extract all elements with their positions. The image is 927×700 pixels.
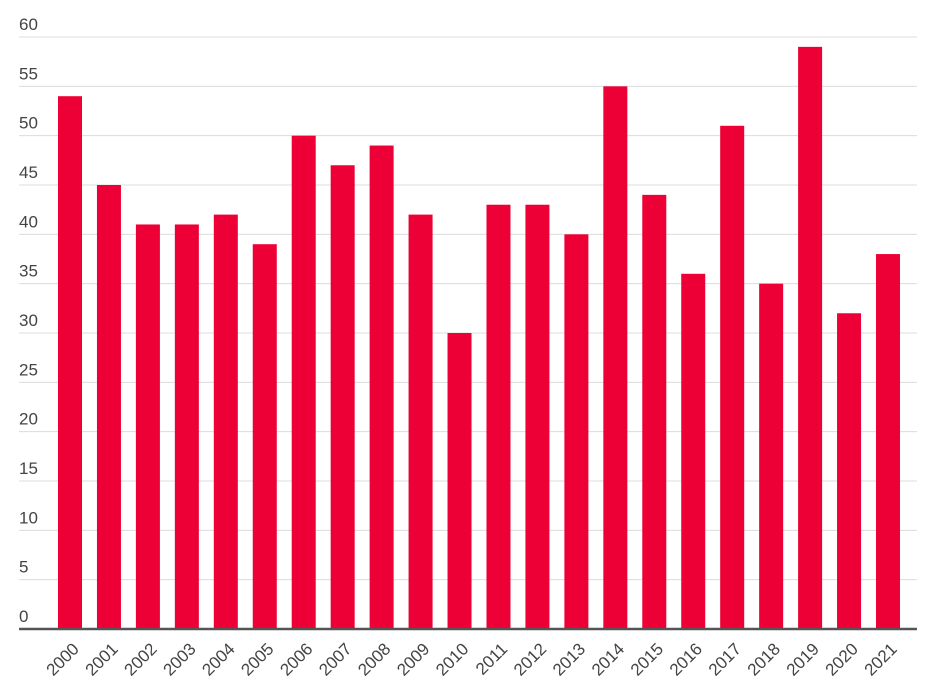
x-tick-label: 2016 xyxy=(666,639,706,679)
bar-2020 xyxy=(837,313,862,629)
x-tick-label: 2005 xyxy=(237,639,277,679)
bar-2006 xyxy=(291,135,316,629)
bar-2012 xyxy=(525,204,550,629)
bar-2008 xyxy=(369,145,394,630)
bar-2016 xyxy=(681,273,706,629)
y-tick-label: 55 xyxy=(19,64,38,83)
y-tick-label: 45 xyxy=(19,163,38,182)
bar-2011 xyxy=(486,204,511,629)
x-tick-label: 2013 xyxy=(549,639,589,679)
x-tick-label: 2009 xyxy=(393,639,433,679)
bar-2003 xyxy=(174,224,199,629)
bar-2018 xyxy=(759,283,784,629)
bars xyxy=(58,46,900,630)
y-axis-labels: 0 5 10 15 20 25 30 35 40 45 50 55 60 xyxy=(19,15,38,626)
x-tick-label: 2008 xyxy=(354,639,394,679)
x-tick-label: 2014 xyxy=(588,639,628,679)
x-tick-label: 2001 xyxy=(82,639,122,679)
x-tick-label: 2020 xyxy=(822,639,862,679)
bar-2009 xyxy=(408,214,433,629)
x-tick-label: 2003 xyxy=(160,639,200,679)
bar-2015 xyxy=(642,194,667,629)
bar-2001 xyxy=(96,185,121,629)
x-tick-label: 2004 xyxy=(198,639,238,679)
bar-2004 xyxy=(213,214,238,629)
y-tick-label: 15 xyxy=(19,459,38,478)
x-tick-label: 2017 xyxy=(705,639,745,679)
x-tick-label: 2018 xyxy=(744,639,784,679)
x-tick-label: 2002 xyxy=(121,639,161,679)
x-tick-label: 2010 xyxy=(432,639,472,679)
bar-2000 xyxy=(58,96,82,629)
bar-2010 xyxy=(447,333,472,629)
bar-2019 xyxy=(798,46,823,630)
y-tick-label: 30 xyxy=(19,311,38,330)
y-tick-label: 0 xyxy=(19,607,28,626)
y-tick-label: 25 xyxy=(19,360,38,379)
y-tick-label: 35 xyxy=(19,262,38,281)
bar-2007 xyxy=(330,165,355,629)
x-axis-labels: 2000200120022003200420052006200720082009… xyxy=(43,639,901,679)
bar-2005 xyxy=(252,244,277,629)
x-tick-label: 2021 xyxy=(861,639,901,679)
y-tick-label: 50 xyxy=(19,114,38,133)
y-tick-label: 20 xyxy=(19,410,38,429)
y-tick-label: 60 xyxy=(19,15,38,34)
y-tick-label: 40 xyxy=(19,212,38,231)
y-tick-label: 5 xyxy=(19,558,28,577)
bar-2002 xyxy=(135,224,160,629)
bar-2014 xyxy=(603,86,628,630)
x-tick-label: 2019 xyxy=(783,639,823,679)
x-tick-label: 2007 xyxy=(315,639,355,679)
x-tick-label: 2012 xyxy=(510,639,550,679)
bar-2013 xyxy=(564,234,589,630)
x-tick-label: 2011 xyxy=(472,639,511,678)
bar-2017 xyxy=(720,125,745,630)
bar-2021 xyxy=(876,254,900,630)
x-tick-label: 2006 xyxy=(276,639,316,679)
x-tick-label: 2015 xyxy=(627,639,667,679)
y-tick-label: 10 xyxy=(19,508,38,527)
x-tick-label: 2000 xyxy=(43,639,83,679)
